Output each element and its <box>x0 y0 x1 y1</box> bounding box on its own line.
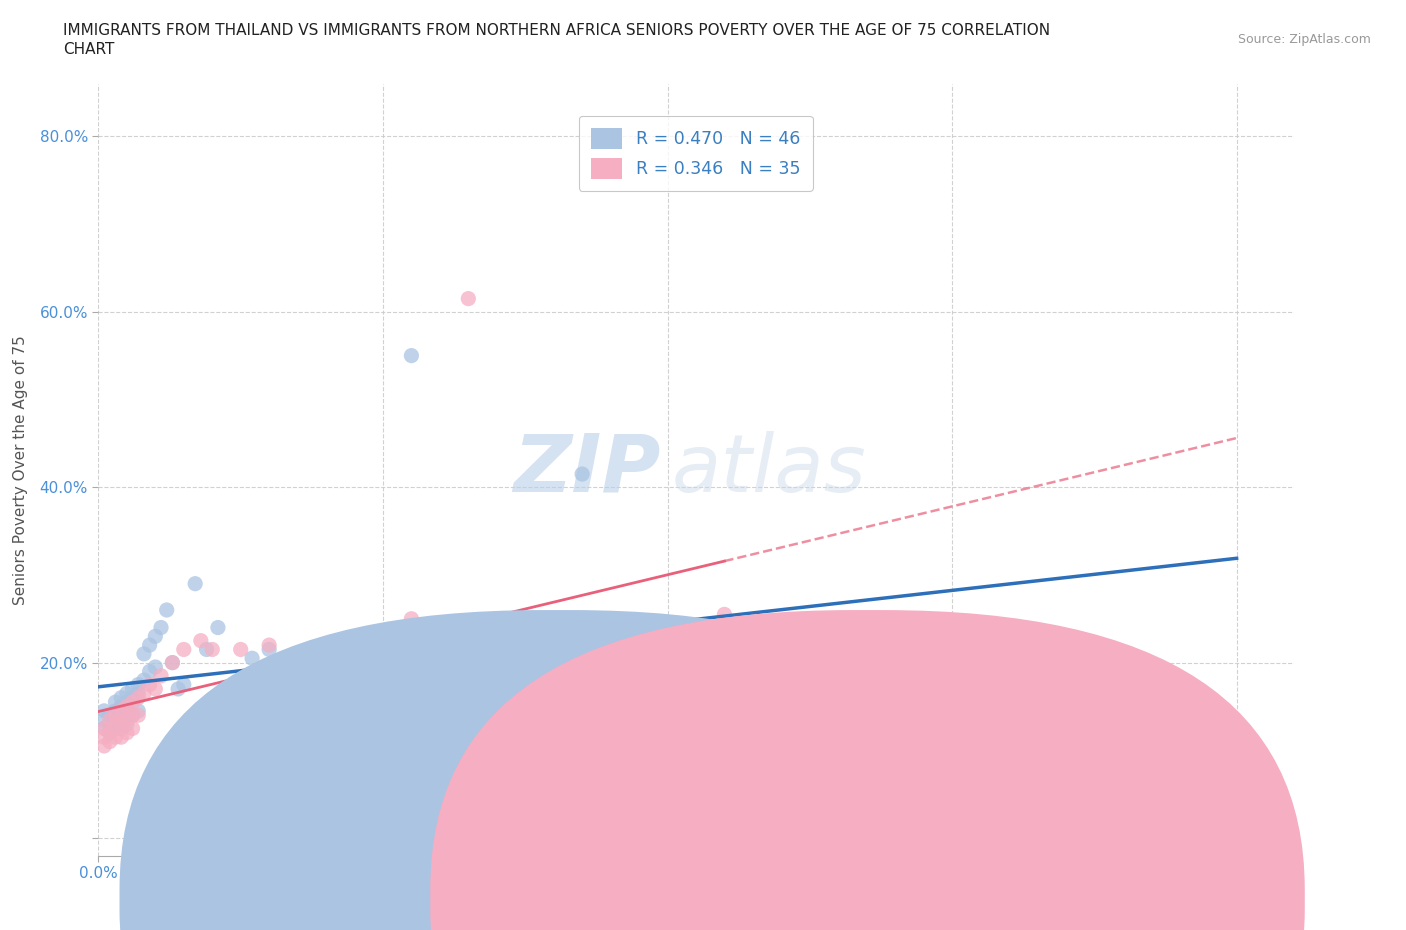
Point <box>173 642 195 657</box>
Point <box>229 642 252 657</box>
Point <box>713 607 735 622</box>
Point <box>201 642 224 657</box>
Point <box>190 633 212 648</box>
Point <box>110 703 132 718</box>
Point <box>121 695 143 710</box>
Point <box>104 695 127 710</box>
Point <box>132 686 155 701</box>
Point <box>257 638 280 653</box>
Point <box>138 677 160 692</box>
Point <box>115 695 138 710</box>
Point <box>115 725 138 740</box>
Point <box>115 699 138 714</box>
Point <box>115 717 138 732</box>
Point <box>98 717 121 732</box>
Point <box>132 672 155 687</box>
Point <box>162 655 184 670</box>
Point <box>156 603 179 618</box>
Point <box>143 682 166 697</box>
Y-axis label: Seniors Poverty Over the Age of 75: Seniors Poverty Over the Age of 75 <box>14 335 28 604</box>
Point <box>121 708 143 723</box>
Point <box>184 577 207 591</box>
Point <box>93 721 115 736</box>
Point <box>98 712 121 727</box>
Point <box>150 620 173 635</box>
Point <box>173 677 195 692</box>
Point <box>138 638 160 653</box>
Point <box>657 761 679 776</box>
Point <box>93 703 115 718</box>
Point <box>143 659 166 674</box>
Point <box>143 629 166 644</box>
Point <box>457 291 479 306</box>
Point <box>127 686 149 701</box>
Point <box>127 708 149 723</box>
Point <box>218 686 240 701</box>
Point <box>110 690 132 705</box>
Text: Immigrants from Thailand: Immigrants from Thailand <box>562 889 780 904</box>
Point <box>110 730 132 745</box>
Point <box>401 348 423 363</box>
Text: Source: ZipAtlas.com: Source: ZipAtlas.com <box>1237 33 1371 46</box>
Point <box>115 712 138 727</box>
Point <box>127 690 149 705</box>
Point <box>98 708 121 723</box>
Point <box>121 682 143 697</box>
Text: atlas: atlas <box>672 431 868 509</box>
Point <box>127 703 149 718</box>
Point <box>104 717 127 732</box>
Point <box>240 651 263 666</box>
Point <box>132 646 155 661</box>
Point <box>167 682 190 697</box>
Point <box>110 721 132 736</box>
Point <box>257 642 280 657</box>
Point <box>115 703 138 718</box>
Point <box>104 708 127 723</box>
Point <box>1054 730 1077 745</box>
Point <box>110 717 132 732</box>
Point <box>207 620 229 635</box>
Text: ZIP: ZIP <box>513 431 661 509</box>
Point <box>571 467 593 482</box>
Point <box>93 721 115 736</box>
Point <box>104 721 127 736</box>
Legend: R = 0.470   N = 46, R = 0.346   N = 35: R = 0.470 N = 46, R = 0.346 N = 35 <box>579 115 813 191</box>
Point <box>401 611 423 626</box>
Point <box>127 677 149 692</box>
Point <box>110 708 132 723</box>
Point <box>304 659 326 674</box>
Point <box>104 730 127 745</box>
Point <box>657 669 679 684</box>
Point <box>138 664 160 679</box>
Point <box>162 655 184 670</box>
Point <box>121 708 143 723</box>
Point <box>93 730 115 745</box>
Point <box>104 703 127 718</box>
Point <box>98 725 121 740</box>
Point <box>98 725 121 740</box>
Point <box>104 712 127 727</box>
Text: CHART: CHART <box>63 42 115 57</box>
Point <box>93 712 115 727</box>
Point <box>121 690 143 705</box>
Point <box>110 699 132 714</box>
Point <box>150 669 173 684</box>
Point <box>195 642 218 657</box>
Point <box>315 677 337 692</box>
Point <box>98 734 121 749</box>
Point <box>121 721 143 736</box>
Text: IMMIGRANTS FROM THAILAND VS IMMIGRANTS FROM NORTHERN AFRICA SENIORS POVERTY OVER: IMMIGRANTS FROM THAILAND VS IMMIGRANTS F… <box>63 23 1050 38</box>
Point <box>93 738 115 753</box>
Text: Immigrants from Northern Africa: Immigrants from Northern Africa <box>872 889 1140 904</box>
Point <box>115 686 138 701</box>
